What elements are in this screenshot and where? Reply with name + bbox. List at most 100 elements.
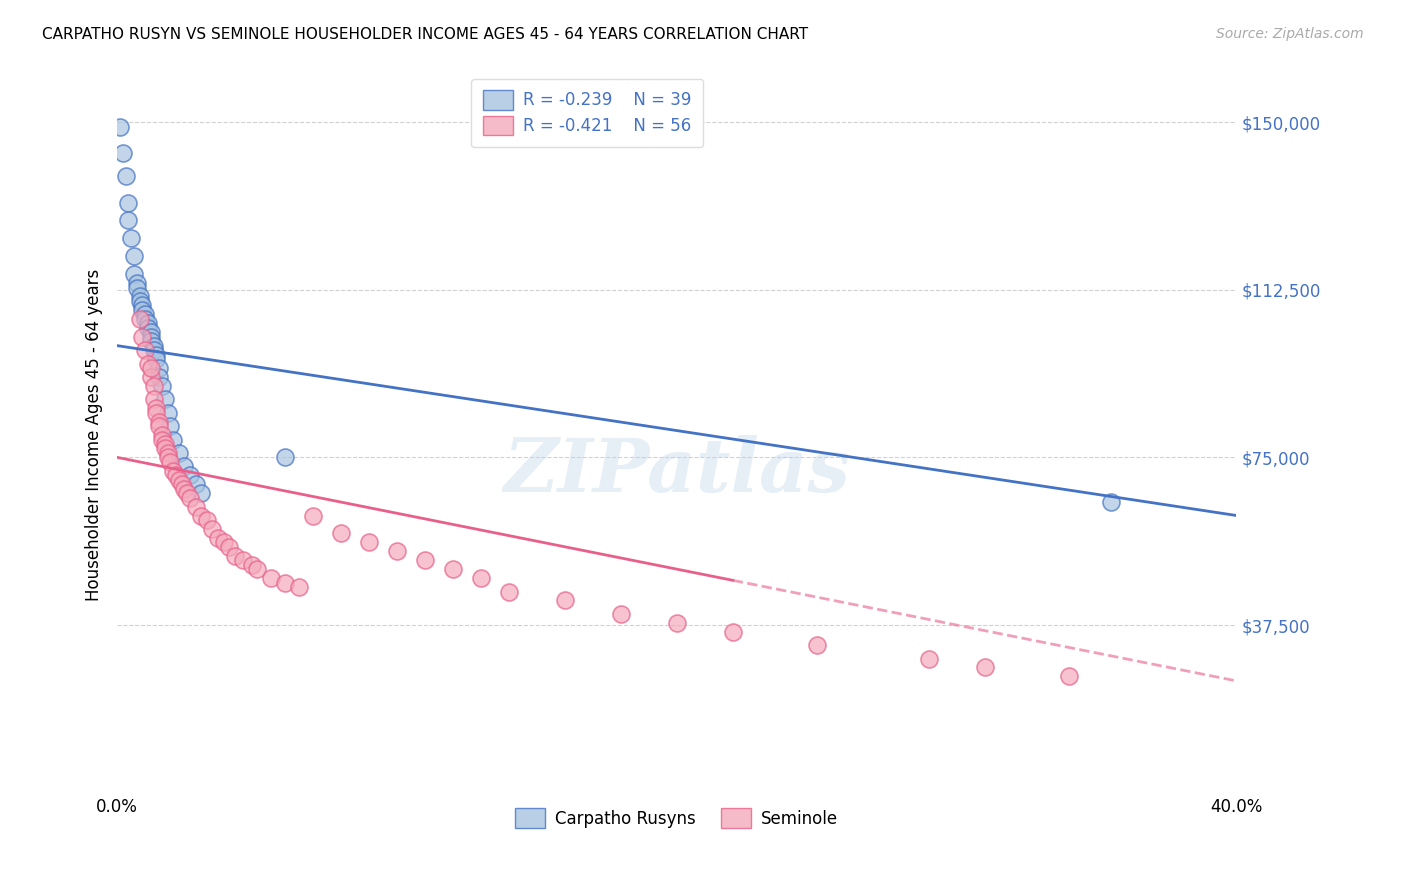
Point	[131, 298, 153, 312]
Point	[973, 660, 995, 674]
Point	[1099, 495, 1122, 509]
Point	[212, 535, 235, 549]
Point	[145, 348, 167, 362]
Y-axis label: Householder Income Ages 45 - 64 years: Householder Income Ages 45 - 64 years	[86, 268, 103, 601]
Point	[153, 442, 176, 456]
Point	[201, 522, 224, 536]
Point	[128, 311, 150, 326]
Point	[173, 459, 195, 474]
Point	[806, 638, 828, 652]
Point	[145, 352, 167, 367]
Point	[184, 477, 207, 491]
Point	[162, 464, 184, 478]
Point	[918, 651, 941, 665]
Point	[108, 120, 131, 134]
Point	[554, 593, 576, 607]
Point	[148, 415, 170, 429]
Point	[190, 508, 212, 523]
Point	[179, 468, 201, 483]
Point	[232, 553, 254, 567]
Point	[498, 584, 520, 599]
Point	[148, 361, 170, 376]
Point	[142, 379, 165, 393]
Point	[131, 329, 153, 343]
Point	[136, 357, 159, 371]
Point	[156, 450, 179, 465]
Text: ZIPatlas: ZIPatlas	[503, 434, 851, 507]
Point	[122, 267, 145, 281]
Point	[184, 500, 207, 514]
Point	[156, 446, 179, 460]
Point	[153, 392, 176, 407]
Point	[357, 535, 380, 549]
Point	[190, 486, 212, 500]
Text: CARPATHO RUSYN VS SEMINOLE HOUSEHOLDER INCOME AGES 45 - 64 YEARS CORRELATION CHA: CARPATHO RUSYN VS SEMINOLE HOUSEHOLDER I…	[42, 27, 808, 42]
Point	[274, 450, 297, 465]
Point	[240, 558, 263, 572]
Point	[385, 544, 408, 558]
Point	[136, 320, 159, 334]
Point	[111, 146, 134, 161]
Point	[125, 276, 148, 290]
Point	[260, 571, 283, 585]
Point	[142, 392, 165, 407]
Point	[139, 361, 162, 376]
Point	[131, 302, 153, 317]
Point	[139, 370, 162, 384]
Point	[156, 406, 179, 420]
Point	[179, 491, 201, 505]
Point	[134, 343, 156, 358]
Point	[302, 508, 325, 523]
Point	[274, 575, 297, 590]
Point	[128, 293, 150, 308]
Point	[134, 311, 156, 326]
Point	[139, 334, 162, 348]
Point	[195, 513, 218, 527]
Point	[246, 562, 269, 576]
Point	[150, 379, 173, 393]
Point	[145, 401, 167, 416]
Point	[150, 428, 173, 442]
Point	[159, 455, 181, 469]
Point	[224, 549, 246, 563]
Point	[665, 615, 688, 630]
Point	[610, 607, 633, 621]
Point	[413, 553, 436, 567]
Point	[165, 468, 187, 483]
Point	[117, 195, 139, 210]
Point	[122, 249, 145, 263]
Point	[170, 477, 193, 491]
Point	[207, 531, 229, 545]
Point	[128, 289, 150, 303]
Point	[153, 437, 176, 451]
Point	[159, 419, 181, 434]
Point	[441, 562, 464, 576]
Point	[139, 329, 162, 343]
Point	[142, 338, 165, 352]
Point	[139, 325, 162, 339]
Point	[721, 624, 744, 639]
Point	[218, 540, 240, 554]
Point	[150, 433, 173, 447]
Point	[125, 280, 148, 294]
Point	[288, 580, 311, 594]
Point	[114, 169, 136, 183]
Point	[162, 433, 184, 447]
Point	[145, 406, 167, 420]
Point	[142, 343, 165, 358]
Point	[134, 307, 156, 321]
Point	[136, 316, 159, 330]
Point	[148, 370, 170, 384]
Legend: Carpatho Rusyns, Seminole: Carpatho Rusyns, Seminole	[509, 802, 845, 834]
Point	[167, 446, 190, 460]
Point	[330, 526, 353, 541]
Point	[1057, 669, 1080, 683]
Point	[176, 486, 198, 500]
Text: Source: ZipAtlas.com: Source: ZipAtlas.com	[1216, 27, 1364, 41]
Point	[470, 571, 492, 585]
Point	[120, 231, 142, 245]
Point	[167, 473, 190, 487]
Point	[173, 482, 195, 496]
Point	[148, 419, 170, 434]
Point	[117, 213, 139, 227]
